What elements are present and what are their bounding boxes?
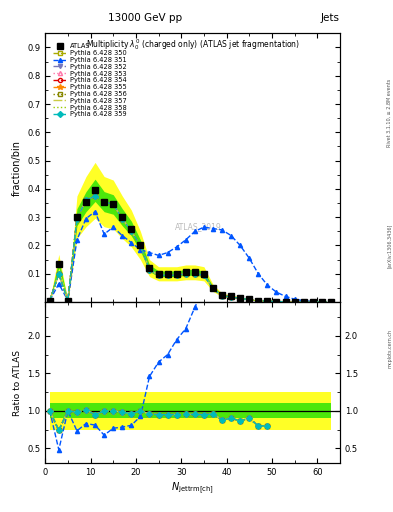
Text: Multiplicity $\lambda_0^0$ (charged only) (ATLAS jet fragmentation): Multiplicity $\lambda_0^0$ (charged only… [86,37,299,52]
Y-axis label: fraction/bin: fraction/bin [11,140,22,196]
Text: [arXiv:1306.3436]: [arXiv:1306.3436] [387,224,392,268]
Text: ATLAS_2019: ATLAS_2019 [175,222,222,231]
Y-axis label: Ratio to ATLAS: Ratio to ATLAS [13,350,22,416]
Text: Rivet 3.1.10, ≥ 2.8M events: Rivet 3.1.10, ≥ 2.8M events [387,78,392,147]
Legend: ATLAS, Pythia 6.428 350, Pythia 6.428 351, Pythia 6.428 352, Pythia 6.428 353, P: ATLAS, Pythia 6.428 350, Pythia 6.428 35… [51,42,128,119]
Text: 13000 GeV pp: 13000 GeV pp [108,13,182,23]
Text: Jets: Jets [321,13,340,23]
X-axis label: $N_{\mathrm{jettrm[ch]}}$: $N_{\mathrm{jettrm[ch]}}$ [171,480,214,496]
Text: mcplots.cern.ch: mcplots.cern.ch [387,329,392,368]
